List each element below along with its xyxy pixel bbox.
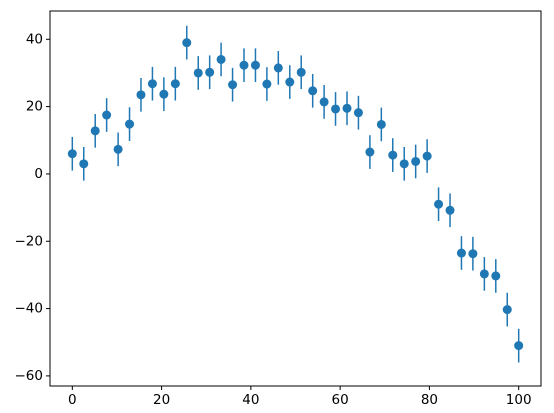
data-point bbox=[79, 159, 89, 169]
data-point bbox=[388, 150, 398, 160]
data-point bbox=[296, 67, 306, 77]
data-point bbox=[170, 79, 180, 89]
data-point bbox=[468, 249, 478, 259]
data-point bbox=[216, 54, 226, 64]
data-point bbox=[125, 119, 135, 129]
data-point bbox=[342, 103, 352, 113]
data-point bbox=[102, 110, 112, 120]
data-point bbox=[445, 205, 455, 215]
data-point bbox=[182, 38, 192, 48]
x-tick-label: 0 bbox=[68, 392, 77, 408]
data-point bbox=[479, 269, 489, 279]
y-tick-label: −20 bbox=[15, 233, 44, 249]
data-point bbox=[239, 60, 249, 70]
data-point bbox=[502, 305, 512, 315]
x-tick-label: 60 bbox=[332, 392, 349, 408]
data-point bbox=[331, 104, 341, 114]
data-point bbox=[193, 68, 203, 78]
y-tick-label: −40 bbox=[15, 301, 44, 317]
data-point bbox=[250, 60, 260, 70]
data-point bbox=[90, 126, 100, 136]
data-point bbox=[365, 147, 375, 157]
data-point bbox=[456, 248, 466, 258]
x-tick-label: 80 bbox=[421, 392, 438, 408]
data-point bbox=[205, 67, 215, 77]
x-tick-label: 20 bbox=[153, 392, 170, 408]
data-point bbox=[319, 97, 329, 107]
data-point bbox=[67, 149, 77, 159]
axes-frame bbox=[49, 10, 542, 387]
data-point bbox=[262, 79, 272, 89]
data-point bbox=[308, 86, 318, 96]
data-point bbox=[147, 79, 157, 89]
x-tick-label: 100 bbox=[506, 392, 532, 408]
data-point bbox=[273, 63, 283, 73]
x-tick-label: 40 bbox=[242, 392, 259, 408]
y-tick-label: 40 bbox=[26, 31, 43, 47]
data-point bbox=[228, 80, 238, 90]
data-point bbox=[353, 108, 363, 118]
y-tick-label: −60 bbox=[15, 368, 44, 384]
data-point bbox=[422, 151, 432, 161]
data-point bbox=[376, 119, 386, 129]
data-point bbox=[285, 77, 295, 87]
data-point bbox=[434, 199, 444, 209]
data-point bbox=[159, 89, 169, 99]
data-point bbox=[113, 144, 123, 154]
data-point bbox=[411, 156, 421, 166]
data-point bbox=[491, 271, 501, 281]
y-tick-label: 0 bbox=[34, 166, 43, 182]
data-point bbox=[136, 90, 146, 100]
data-point bbox=[399, 159, 409, 169]
y-tick-label: 20 bbox=[26, 99, 43, 115]
data-point bbox=[514, 341, 524, 351]
